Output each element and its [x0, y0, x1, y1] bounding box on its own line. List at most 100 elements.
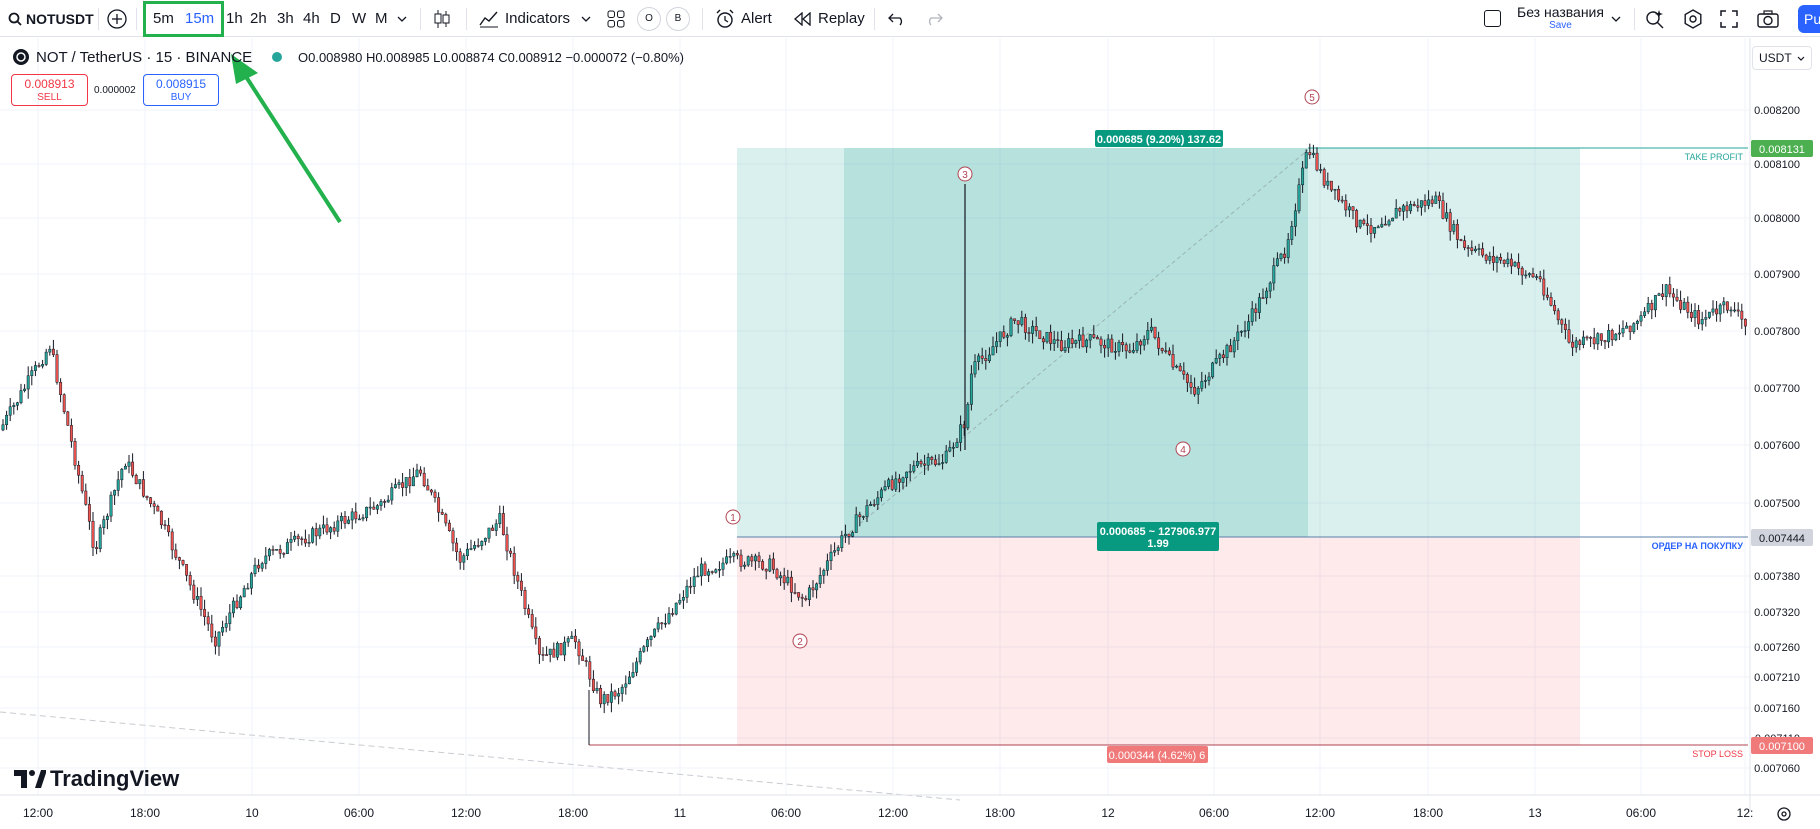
candle-body [84, 490, 88, 505]
replay-button[interactable]: Replay [794, 0, 865, 37]
candle-body [876, 497, 880, 505]
candle-body [1625, 325, 1629, 329]
timeframe-1h[interactable]: 1h [226, 10, 243, 27]
alert-button[interactable]: Alert [715, 0, 772, 37]
candle-body [1643, 311, 1647, 316]
undo-icon [888, 13, 903, 25]
candle-body [1700, 319, 1704, 325]
candle-body [786, 576, 790, 584]
templates-button[interactable] [607, 0, 625, 37]
quick-search-button[interactable] [1645, 0, 1665, 37]
candle-body [1142, 339, 1146, 346]
candle-body [753, 555, 757, 562]
axis-settings-button[interactable] [1777, 807, 1791, 821]
timeframe-D[interactable]: D [330, 10, 341, 27]
marker-circle [1304, 89, 1320, 105]
chart-type-button[interactable] [433, 0, 451, 37]
long-position-tool[interactable] [589, 147, 1748, 746]
currency-selector[interactable]: USDT [1752, 46, 1812, 70]
timeframe-5m[interactable]: 5m [153, 10, 174, 27]
timeframe-W[interactable]: W [352, 10, 367, 27]
candle-body [987, 354, 991, 362]
indicators-dropdown[interactable] [581, 0, 591, 37]
candle-body [1189, 382, 1193, 388]
price-chart[interactable]: 0.000685 (9.20%) 137.62 0.000685 ~ 12790… [0, 38, 1820, 829]
sl-price-bg [1751, 737, 1813, 754]
symbol-title[interactable]: NOT / TetherUS · 15 · BINANCE [36, 48, 253, 66]
chevron-down-icon [1611, 16, 1621, 22]
layout-name-button[interactable]: Без названия Save [1517, 0, 1604, 37]
candle-body [455, 542, 459, 553]
candle-body [210, 623, 214, 638]
candle-body [933, 459, 937, 465]
symbol-search[interactable]: NOTUSDT [8, 0, 94, 37]
sell-button[interactable]: 0.008913 SELL [11, 74, 88, 106]
candle-body [1437, 195, 1441, 202]
target-label-bg [1095, 130, 1223, 147]
timeframe-4h[interactable]: 4h [303, 10, 320, 27]
marker-circle [725, 509, 741, 525]
candle-body [1571, 341, 1575, 348]
badge-o-button[interactable]: O [637, 0, 661, 37]
settings-button[interactable] [1683, 0, 1703, 37]
candle-body [141, 479, 145, 497]
candle-body [771, 558, 775, 570]
candle-body [951, 447, 955, 449]
undo-button[interactable] [888, 0, 906, 37]
timeframe-3h[interactable]: 3h [277, 10, 294, 27]
publish-button[interactable]: Pu [1798, 5, 1820, 33]
candle-body [242, 588, 246, 598]
time-tick-label: 18:00 [1413, 806, 1443, 820]
marker-circle [1175, 441, 1191, 457]
candle-body [588, 661, 592, 680]
candle-body [937, 463, 941, 465]
candle-body [1128, 350, 1132, 353]
candle-body [494, 523, 498, 531]
add-symbol-button[interactable] [106, 0, 128, 37]
candle-body [1052, 339, 1056, 344]
redo-icon [928, 13, 943, 25]
candle-body [1715, 308, 1719, 315]
candle-body [271, 549, 275, 551]
candle-body [1560, 319, 1564, 325]
candle-body [696, 575, 700, 578]
buy-button[interactable]: 0.008915 BUY [143, 74, 219, 106]
candle-body [41, 364, 45, 367]
candle-body [1070, 338, 1074, 344]
timeframe-dropdown[interactable] [397, 0, 407, 37]
timeframe-2h[interactable]: 2h [250, 10, 267, 27]
candle-body [1578, 340, 1582, 346]
candle-body [386, 499, 390, 503]
candle-body [1283, 253, 1287, 258]
snapshot-button[interactable] [1757, 0, 1779, 37]
badge-b-button[interactable]: B [666, 0, 690, 37]
candle-body [1592, 337, 1596, 345]
timeframe-15m[interactable]: 15m [185, 10, 215, 27]
candle-body [1301, 167, 1305, 186]
trend-line[interactable] [0, 711, 961, 801]
time-axis[interactable]: 12:00 18:00 10 06:00 12:00 18:00 11 06:00 12:00 1… [23, 806, 1753, 820]
time-tick-label: 10 [245, 806, 259, 820]
candle-body [1319, 169, 1323, 171]
price-axis[interactable]: 0.008200 0.008100 0.008000 0.007900 0.007800… [1754, 105, 1800, 775]
candle-body [1599, 333, 1603, 341]
candle-body [253, 564, 257, 574]
fullscreen-button[interactable] [1720, 0, 1738, 37]
candle-body [1707, 311, 1711, 318]
candle-body [887, 479, 891, 487]
time-tick-label: 12 [1101, 806, 1115, 820]
redo-button[interactable] [925, 0, 943, 37]
candle-body [1621, 328, 1625, 334]
alert-label: Alert [741, 10, 772, 27]
time-tick-label: 12:00 [23, 806, 53, 820]
layout-dropdown[interactable] [1611, 0, 1621, 37]
indicators-button[interactable]: Indicators [479, 0, 570, 37]
timeframe-M[interactable]: M [375, 10, 388, 27]
candles-icon [434, 9, 450, 28]
candle-body [638, 651, 642, 663]
candle-body [1275, 258, 1279, 266]
candle-body [512, 553, 516, 576]
layout-checkbox[interactable] [1484, 0, 1501, 37]
candle-body [1200, 381, 1204, 389]
candle-body [1466, 247, 1470, 249]
